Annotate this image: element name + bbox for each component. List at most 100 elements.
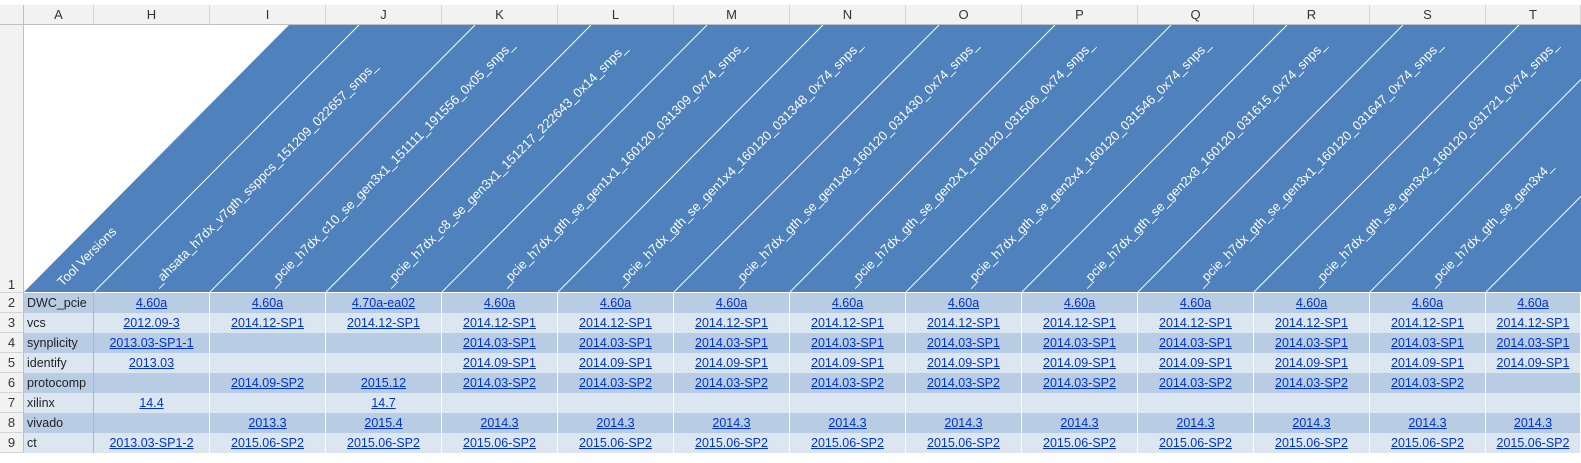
version-link-cell[interactable]: 2014.12-SP1 bbox=[790, 313, 906, 333]
version-link-cell[interactable]: 2014.12-SP1 bbox=[1138, 313, 1254, 333]
version-link-cell[interactable]: 2014.03-SP1 bbox=[1138, 333, 1254, 353]
version-link-cell[interactable]: 2014.03-SP1 bbox=[790, 333, 906, 353]
version-link-cell[interactable]: 2015.12 bbox=[326, 373, 442, 393]
version-link-cell[interactable]: 2015.06-SP2 bbox=[674, 433, 790, 453]
row-header-3[interactable]: 3 bbox=[0, 313, 24, 333]
version-link-cell[interactable] bbox=[1254, 393, 1370, 413]
version-link-cell[interactable]: 2014.12-SP1 bbox=[1022, 313, 1138, 333]
column-header-J[interactable]: J bbox=[326, 5, 442, 25]
version-link-cell[interactable]: 4.60a bbox=[1022, 293, 1138, 313]
version-link-cell[interactable]: 2014.09-SP1 bbox=[1370, 353, 1486, 373]
version-link-cell[interactable]: 4.60a bbox=[906, 293, 1022, 313]
version-link-cell[interactable]: 2014.09-SP1 bbox=[906, 353, 1022, 373]
version-link-cell[interactable]: 2014.12-SP1 bbox=[674, 313, 790, 333]
version-link-cell[interactable]: 2014.12-SP1 bbox=[1486, 313, 1581, 333]
version-link-cell[interactable]: 2014.3 bbox=[558, 413, 674, 433]
version-link-cell[interactable]: 2015.06-SP2 bbox=[1370, 433, 1486, 453]
version-link-cell[interactable]: 2015.06-SP2 bbox=[906, 433, 1022, 453]
version-link-cell[interactable]: 2014.3 bbox=[1254, 413, 1370, 433]
version-link-cell[interactable]: 2015.06-SP2 bbox=[558, 433, 674, 453]
version-link-cell[interactable]: 2014.03-SP2 bbox=[674, 373, 790, 393]
version-link-cell[interactable]: 2014.09-SP2 bbox=[210, 373, 326, 393]
version-link-cell[interactable]: 2014.12-SP1 bbox=[442, 313, 558, 333]
version-link-cell[interactable]: 4.60a bbox=[442, 293, 558, 313]
version-link-cell[interactable]: 2014.03-SP1 bbox=[1486, 333, 1581, 353]
version-link-cell[interactable]: 2014.3 bbox=[442, 413, 558, 433]
version-link-cell[interactable]: 2014.12-SP1 bbox=[906, 313, 1022, 333]
version-link-cell[interactable]: 2015.06-SP2 bbox=[1254, 433, 1370, 453]
version-link-cell[interactable]: 2014.09-SP1 bbox=[674, 353, 790, 373]
version-link-cell[interactable]: 2014.03-SP1 bbox=[1022, 333, 1138, 353]
column-header-O[interactable]: O bbox=[906, 5, 1022, 25]
version-link-cell[interactable]: 2014.03-SP2 bbox=[1022, 373, 1138, 393]
version-link-cell[interactable]: 2014.09-SP1 bbox=[442, 353, 558, 373]
version-link-cell[interactable] bbox=[1486, 373, 1581, 393]
tool-name-cell[interactable]: protocomp bbox=[24, 373, 94, 393]
version-link-cell[interactable]: 14.4 bbox=[94, 393, 210, 413]
version-link-cell[interactable]: 2014.09-SP1 bbox=[1022, 353, 1138, 373]
version-link-cell[interactable]: 2015.06-SP2 bbox=[210, 433, 326, 453]
version-link-cell[interactable]: 2013.03 bbox=[94, 353, 210, 373]
version-link-cell[interactable]: 2014.3 bbox=[674, 413, 790, 433]
row-header-9[interactable]: 9 bbox=[0, 433, 24, 453]
version-link-cell[interactable]: 2014.09-SP1 bbox=[558, 353, 674, 373]
column-header-I[interactable]: I bbox=[210, 5, 326, 25]
version-link-cell[interactable]: 2014.03-SP2 bbox=[1370, 373, 1486, 393]
version-link-cell[interactable]: 4.60a bbox=[674, 293, 790, 313]
version-link-cell[interactable] bbox=[210, 393, 326, 413]
version-link-cell[interactable]: 2014.03-SP1 bbox=[558, 333, 674, 353]
row-header-7[interactable]: 7 bbox=[0, 393, 24, 413]
version-link-cell[interactable] bbox=[94, 413, 210, 433]
version-link-cell[interactable]: 2015.4 bbox=[326, 413, 442, 433]
version-link-cell[interactable]: 2014.03-SP1 bbox=[906, 333, 1022, 353]
version-link-cell[interactable] bbox=[674, 393, 790, 413]
column-header-A[interactable]: A bbox=[24, 5, 94, 25]
version-link-cell[interactable]: 2013.3 bbox=[210, 413, 326, 433]
tool-name-cell[interactable]: ct bbox=[24, 433, 94, 453]
version-link-cell[interactable] bbox=[1486, 393, 1581, 413]
row-header-1[interactable]: 1 bbox=[0, 25, 24, 293]
version-link-cell[interactable]: 2014.3 bbox=[1370, 413, 1486, 433]
column-header-P[interactable]: P bbox=[1022, 5, 1138, 25]
column-header-Q[interactable]: Q bbox=[1138, 5, 1254, 25]
column-header-M[interactable]: M bbox=[674, 5, 790, 25]
version-link-cell[interactable]: 2014.12-SP1 bbox=[558, 313, 674, 333]
version-link-cell[interactable]: 2014.03-SP2 bbox=[1254, 373, 1370, 393]
version-link-cell[interactable]: 2014.09-SP1 bbox=[1486, 353, 1581, 373]
version-link-cell[interactable]: 14.7 bbox=[326, 393, 442, 413]
version-link-cell[interactable]: 4.70a-ea02 bbox=[326, 293, 442, 313]
version-link-cell[interactable]: 2013.03-SP1-2 bbox=[94, 433, 210, 453]
row-header-6[interactable]: 6 bbox=[0, 373, 24, 393]
tool-name-cell[interactable]: vcs bbox=[24, 313, 94, 333]
column-header-S[interactable]: S bbox=[1370, 5, 1486, 25]
version-link-cell[interactable]: 2014.03-SP1 bbox=[1370, 333, 1486, 353]
version-link-cell[interactable] bbox=[1138, 393, 1254, 413]
version-link-cell[interactable]: 2012.09-3 bbox=[94, 313, 210, 333]
version-link-cell[interactable] bbox=[790, 393, 906, 413]
version-link-cell[interactable]: 4.60a bbox=[1254, 293, 1370, 313]
version-link-cell[interactable]: 2013.03-SP1-1 bbox=[94, 333, 210, 353]
version-link-cell[interactable] bbox=[210, 353, 326, 373]
tool-name-cell[interactable]: DWC_pcie bbox=[24, 293, 94, 313]
select-all-corner[interactable] bbox=[0, 5, 24, 25]
version-link-cell[interactable]: 2014.12-SP1 bbox=[210, 313, 326, 333]
tool-name-cell[interactable]: identify bbox=[24, 353, 94, 373]
row-header-8[interactable]: 8 bbox=[0, 413, 24, 433]
version-link-cell[interactable]: 2014.12-SP1 bbox=[1254, 313, 1370, 333]
version-link-cell[interactable]: 2014.03-SP1 bbox=[1254, 333, 1370, 353]
version-link-cell[interactable] bbox=[1022, 393, 1138, 413]
column-header-H[interactable]: H bbox=[94, 5, 210, 25]
column-header-K[interactable]: K bbox=[442, 5, 558, 25]
version-link-cell[interactable]: 2014.3 bbox=[1486, 413, 1581, 433]
version-link-cell[interactable]: 2014.03-SP2 bbox=[790, 373, 906, 393]
version-link-cell[interactable]: 2014.3 bbox=[1022, 413, 1138, 433]
version-link-cell[interactable]: 2014.03-SP2 bbox=[1138, 373, 1254, 393]
version-link-cell[interactable] bbox=[94, 373, 210, 393]
version-link-cell[interactable]: 4.60a bbox=[1370, 293, 1486, 313]
version-link-cell[interactable]: 4.60a bbox=[94, 293, 210, 313]
version-link-cell[interactable]: 2014.3 bbox=[906, 413, 1022, 433]
version-link-cell[interactable] bbox=[1370, 393, 1486, 413]
row-header-5[interactable]: 5 bbox=[0, 353, 24, 373]
version-link-cell[interactable]: 4.60a bbox=[790, 293, 906, 313]
version-link-cell[interactable]: 2014.03-SP2 bbox=[906, 373, 1022, 393]
